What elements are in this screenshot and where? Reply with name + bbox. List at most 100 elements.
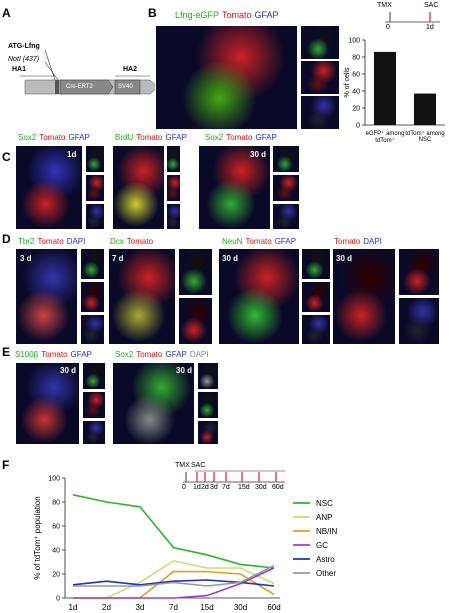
micrograph [80, 248, 105, 280]
micrograph [80, 281, 105, 313]
micrograph [301, 248, 331, 280]
micrograph [85, 174, 105, 202]
label-word: GFAP [255, 133, 277, 142]
image-label: Tomato DAPI [334, 237, 385, 246]
micrograph [218, 248, 300, 345]
micrograph [198, 145, 271, 230]
label-word: Sox2 [205, 133, 224, 142]
label-word: GFAP [70, 350, 92, 359]
segment [55, 80, 59, 94]
series-line [73, 564, 275, 587]
y-axis-label: % of cells [344, 67, 351, 97]
label-word: S100β [15, 350, 39, 359]
y-tick-label: 20 [352, 106, 360, 113]
legend-label: NSC [316, 499, 333, 508]
label-word: Tomato [136, 350, 163, 359]
image-label: Sox2 Tomato GFAP DAPI [115, 350, 211, 359]
label: HA2 [123, 66, 138, 73]
pointer [44, 61, 59, 81]
micrograph [301, 314, 331, 345]
image-label: S100β Tomato GFAP [15, 350, 95, 359]
label: ATG-Lfng [8, 43, 40, 50]
label-word: GFAP [274, 237, 297, 246]
micrograph [272, 203, 300, 230]
bar [374, 51, 396, 125]
y-tick-label: 40 [352, 89, 360, 96]
legend-label: Astro [316, 555, 335, 564]
micrograph [82, 391, 106, 419]
image-label: BrdU Tomato GFAP [115, 133, 190, 142]
y-axis-label: % of tdTom⁺ population [33, 496, 42, 579]
y-tick-label: 100 [348, 38, 360, 45]
timeline-tick: 7d [222, 484, 230, 491]
label-word: Sox2 [115, 350, 134, 359]
series-line [72, 494, 275, 569]
label-word: Sox2 [18, 133, 37, 142]
image-label: Dcx Tomato [110, 237, 156, 246]
timeline-tick: 3d [210, 484, 218, 491]
micrograph [398, 297, 440, 345]
label-word: Dcx [110, 237, 124, 246]
micrograph [15, 362, 80, 445]
y-tick-label: 60 [52, 524, 60, 531]
label-word: GFAP [165, 350, 187, 359]
timeline-tick: 0 [386, 24, 390, 31]
label-word: Tomato [222, 10, 252, 20]
micrograph [301, 281, 331, 313]
time-label: 3 d [20, 254, 32, 263]
panel-letter: F [2, 458, 10, 472]
timeline-label: TMX [175, 462, 190, 469]
x-tick-label: 2d [102, 603, 111, 612]
label-word: NeuN [222, 237, 243, 246]
micrograph [197, 420, 219, 445]
legend-label: ANP [316, 513, 332, 522]
label-word: Tomato [136, 133, 163, 142]
label-word: Tomato [226, 133, 253, 142]
label-word: Tomato [41, 350, 68, 359]
label-word: DAPI [189, 350, 209, 359]
label: Cre-ERT2 [66, 84, 93, 90]
timeline-tick: 15d [238, 484, 250, 491]
x-tick-label: 30d [234, 603, 247, 612]
panel-letter: B [148, 6, 157, 20]
micrograph [272, 145, 300, 173]
time-label: 30 d [336, 254, 353, 263]
micrograph [82, 420, 106, 445]
micrograph [82, 362, 106, 390]
micrograph [85, 145, 105, 173]
label-word: Tbr2 [18, 237, 35, 246]
label-word: BrdU [115, 133, 134, 142]
micrograph [155, 25, 298, 130]
timeline-tick: 60d [272, 484, 284, 491]
label: SV40 [118, 84, 133, 90]
panel-letter: D [2, 232, 11, 246]
timeline-label: TMX [377, 2, 392, 9]
legend-label: NB/IN [316, 527, 338, 536]
x-tick-label: 60d [267, 603, 280, 612]
panel-letter: C [2, 150, 11, 164]
timeline-label: SAC [424, 2, 439, 9]
x-tick-label: 1d [69, 603, 78, 612]
time-label: 30 d [250, 150, 267, 159]
micrograph [80, 314, 105, 345]
micrograph [300, 25, 340, 60]
image-label: Lfng-eGFP Tomato GFAP [175, 10, 282, 20]
micrograph [112, 362, 195, 445]
label-word: DAPI [66, 237, 86, 246]
legend-label: Other [316, 569, 336, 578]
micrograph [178, 248, 213, 296]
y-tick-label: 20 [52, 572, 60, 579]
micrograph [197, 362, 219, 390]
label-word: DAPI [363, 237, 382, 246]
y-tick-label: 60 [352, 72, 360, 79]
label: NotI (437) [8, 56, 40, 63]
y-tick-label: 80 [352, 55, 360, 62]
micrograph [15, 145, 83, 230]
timeline-tick: 2d [201, 484, 209, 491]
timeline-tick: 1d [426, 24, 434, 31]
image-label: Sox2 Tomato GFAP [18, 133, 93, 142]
x-tick-label: 3d [136, 603, 145, 612]
label-word: GFAP [254, 10, 279, 20]
